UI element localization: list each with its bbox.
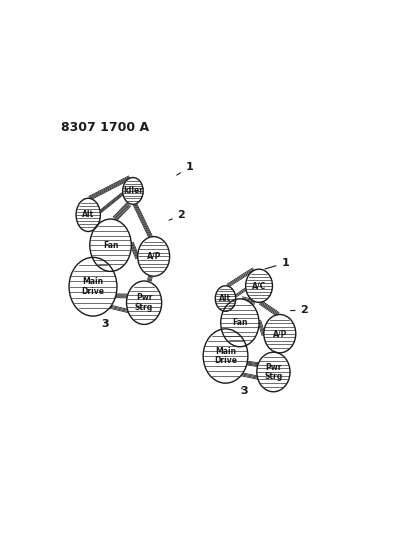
Text: 3: 3	[240, 386, 248, 397]
Ellipse shape	[69, 257, 117, 316]
Text: Fan: Fan	[232, 318, 248, 327]
Text: Alt: Alt	[220, 294, 232, 303]
Text: Idler: Idler	[123, 187, 143, 196]
Text: Pwr
Strg: Pwr Strg	[135, 293, 153, 312]
Text: Pwr
Strg: Pwr Strg	[264, 362, 283, 381]
Text: Alt: Alt	[82, 211, 94, 220]
Ellipse shape	[215, 286, 236, 311]
Text: A/P: A/P	[273, 329, 287, 338]
Ellipse shape	[123, 177, 143, 204]
Ellipse shape	[76, 198, 101, 231]
Text: 3: 3	[101, 319, 109, 329]
Ellipse shape	[203, 329, 248, 383]
Text: 1: 1	[177, 162, 193, 175]
Text: Fan: Fan	[103, 241, 118, 250]
Ellipse shape	[138, 237, 170, 276]
Ellipse shape	[90, 219, 131, 271]
Ellipse shape	[126, 281, 162, 325]
Text: 8307 1700 A: 8307 1700 A	[61, 120, 149, 134]
Text: 2: 2	[290, 305, 308, 315]
Text: A/C: A/C	[252, 281, 266, 290]
Ellipse shape	[264, 314, 296, 353]
Text: Main
Drive: Main Drive	[214, 346, 237, 365]
Text: 1: 1	[265, 258, 289, 269]
Ellipse shape	[221, 299, 259, 347]
Text: 2: 2	[169, 210, 185, 220]
Text: A/P: A/P	[147, 252, 161, 261]
Ellipse shape	[246, 269, 272, 302]
Ellipse shape	[257, 352, 290, 392]
Text: Main
Drive: Main Drive	[82, 277, 105, 296]
